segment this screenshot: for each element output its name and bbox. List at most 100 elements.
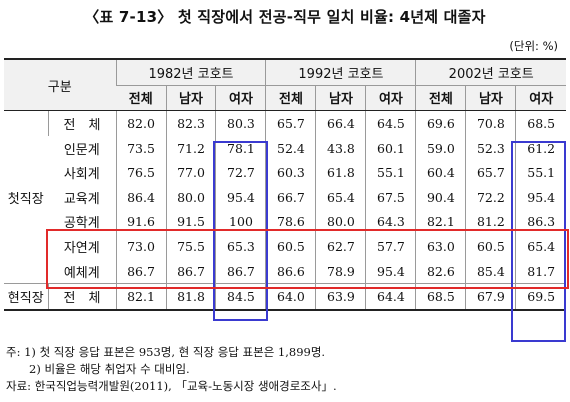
table-row: 공학계 91.6 91.5 100 78.6 80.0 64.3 82.1 81.2 86.3 (4, 209, 566, 235)
col-header: 전체 (265, 84, 316, 112)
table-row: 자연계 73.0 75.5 65.3 60.5 62.7 57.7 63.0 60.5 65.4 (4, 234, 566, 259)
col-header: 남자 (315, 84, 366, 112)
table-cell: 60.5 (465, 234, 516, 259)
table-row: 사회계 76.5 77.0 72.7 60.3 61.8 55.1 60.4 65.7 55.1 (4, 160, 566, 185)
table-cell: 64.5 (365, 110, 416, 136)
table-row: 첫직장 전 체 82.0 82.3 80.3 65.7 66.4 64.5 69.6 70.8 68… (4, 110, 566, 207)
table-cell: 65.4 (315, 184, 366, 210)
col-header: 남자 (465, 84, 516, 112)
table-cell: 66.4 (315, 110, 366, 136)
cohort-header-1992: 1992년 코호트 (265, 57, 416, 86)
table-cell: 90.4 (415, 184, 466, 210)
table-cell: 75.5 (165, 234, 216, 259)
corner-header: 구분 (4, 58, 117, 112)
table-cell: 63.0 (415, 234, 466, 259)
table-cell: 69.6 (415, 110, 466, 136)
table-cell: 95.4 (515, 184, 566, 210)
table-cell: 95.4 (365, 258, 416, 284)
table-cell: 86.7 (115, 258, 166, 284)
col-header: 여자 (365, 84, 416, 112)
row-label: 예체계 (63, 265, 100, 281)
row-label: 전 체 (47, 110, 117, 136)
col-header: 남자 (165, 84, 216, 112)
table-cell: 82.6 (415, 258, 466, 284)
table-cell: 60.4 (415, 160, 466, 185)
table-cell: 43.8 (315, 135, 366, 161)
table-cell: 61.2 (515, 135, 566, 161)
table-cell: 64.3 (365, 209, 416, 235)
table-cell: 60.3 (265, 160, 316, 185)
table-row: 교육계 86.4 80.0 95.4 66.7 65.4 67.5 90.4 72.2 95.4 (4, 184, 566, 210)
table-cell: 57.7 (365, 234, 416, 259)
table-cell: 80.3 (215, 110, 266, 136)
table-cell: 62.7 (315, 234, 366, 259)
table-cell: 82.1 (415, 209, 466, 235)
table-cell: 100 (215, 209, 266, 235)
table-cell: 86.7 (165, 258, 216, 284)
table-cell: 65.4 (515, 234, 566, 259)
col-header: 전체 (415, 84, 466, 112)
table-cell: 91.6 (115, 209, 166, 235)
table-cell: 64.4 (365, 283, 416, 311)
table-cell: 65.3 (215, 234, 266, 259)
table-cell: 63.9 (315, 283, 366, 311)
table-cell: 80.0 (165, 184, 216, 210)
table-cell: 85.4 (465, 258, 516, 284)
table-cell: 52.4 (265, 135, 316, 161)
table-cell: 68.5 (415, 283, 466, 311)
table-cell: 60.5 (265, 234, 316, 259)
col-header: 여자 (515, 84, 566, 112)
table-cell: 55.1 (515, 160, 566, 185)
footnote: 주: 1) 첫 직장 응답 표본은 953명, 현 직장 응답 표본은 1,89… (6, 345, 326, 359)
table-cell: 76.5 (115, 160, 166, 185)
row-label: 자연계 (63, 240, 100, 256)
col-header: 여자 (215, 84, 266, 112)
cohort-header-1982: 1982년 코호트 (115, 57, 266, 86)
table-cell: 64.0 (265, 283, 316, 311)
row-group-label: 첫직장 (7, 191, 44, 207)
table-cell: 67.9 (465, 283, 516, 311)
table-cell: 67.5 (365, 184, 416, 210)
table-cell: 65.7 (265, 110, 316, 136)
table-title: 〈표 7-13〉 첫 직장에서 전공-직무 일치 비율: 4년제 대졸자 (84, 8, 486, 26)
table-cell: 55.1 (365, 160, 416, 185)
row-label: 전 체 (47, 283, 117, 311)
footnotes: 주: 1) 첫 직장 응답 표본은 953명, 현 직장 응답 표본은 1,89… (6, 344, 337, 395)
table-cell: 81.2 (465, 209, 516, 235)
table-cell: 72.2 (465, 184, 516, 210)
footnote: 자료: 한국직업능력개발원(2011), 「교육-노동시장 생애경로조사」. (6, 379, 337, 393)
table-row: 인문계 73.5 71.2 78.1 52.4 43.8 60.1 59.0 52.3 61.2 (4, 135, 566, 161)
data-table: 구분 1982년 코호트 1992년 코호트 2002년 코호트 전체 남자 여… (4, 57, 566, 311)
table-row: 현직장 전 체 82.1 81.8 84.5 64.0 63.9 64.4 68.5 67.9 69… (4, 283, 566, 311)
table-cell: 84.5 (215, 283, 266, 311)
row-label: 인문계 (63, 142, 100, 158)
table-cell: 66.7 (265, 184, 316, 210)
table-cell: 82.3 (165, 110, 216, 136)
table-cell: 71.2 (165, 135, 216, 161)
table-cell: 81.7 (515, 258, 566, 284)
table-cell: 52.3 (465, 135, 516, 161)
row-label: 사회계 (63, 167, 100, 183)
table-row: 예체계 86.7 86.7 86.7 86.6 78.9 95.4 82.6 85.4 81.7 (4, 258, 566, 284)
table-cell: 86.6 (265, 258, 316, 284)
table-cell: 82.0 (115, 110, 166, 136)
table-cell: 78.9 (315, 258, 366, 284)
row-label: 공학계 (63, 216, 100, 232)
table-cell: 61.8 (315, 160, 366, 185)
table-cell: 86.4 (115, 184, 166, 210)
table-cell: 72.7 (215, 160, 266, 185)
table-cell: 82.1 (115, 283, 166, 311)
table-cell: 95.4 (215, 184, 266, 210)
table-cell: 60.1 (365, 135, 416, 161)
table-cell: 86.7 (215, 258, 266, 284)
table-cell: 77.0 (165, 160, 216, 185)
row-label: 교육계 (63, 191, 100, 207)
table-cell: 86.3 (515, 209, 566, 235)
table-cell: 73.5 (115, 135, 166, 161)
table-cell: 91.5 (165, 209, 216, 235)
table-cell: 78.6 (265, 209, 316, 235)
footnote: 2) 비율은 해당 취업자 수 대비임. (6, 362, 190, 376)
table-cell: 69.5 (515, 283, 566, 311)
table-cell: 78.1 (215, 135, 266, 161)
col-header: 전체 (116, 84, 166, 112)
